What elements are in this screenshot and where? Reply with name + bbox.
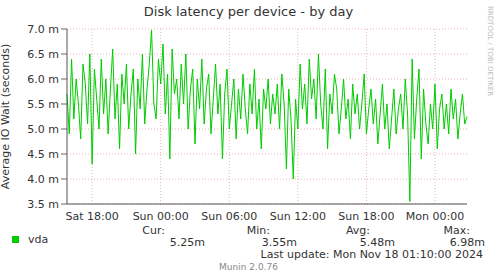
svg-text:5.5 m: 5.5 m xyxy=(27,98,59,111)
html-text:3.55m: 3.55m xyxy=(261,236,297,249)
html-text:Max:: Max: xyxy=(443,224,470,237)
html-text:Munin 2.0.76: Munin 2.0.76 xyxy=(219,262,278,272)
html-text:vda: vda xyxy=(28,233,49,246)
svg-text:Sun 18:00: Sun 18:00 xyxy=(338,210,394,223)
svg-text:Sat 18:00: Sat 18:00 xyxy=(66,210,119,223)
svg-text:Sun 00:00: Sun 00:00 xyxy=(133,210,189,223)
html-text:Disk latency per device - by d: Disk latency per device - by day xyxy=(143,4,354,19)
html-text:6.98m: 6.98m xyxy=(449,236,485,249)
html-text:Cur:: Cur: xyxy=(142,224,165,237)
html-text:Avg:: Avg: xyxy=(345,224,370,237)
svg-text:3.5 m: 3.5 m xyxy=(27,198,59,211)
svg-text:6.0 m: 6.0 m xyxy=(27,73,59,86)
svg-text:5.0 m: 5.0 m xyxy=(27,123,59,136)
html-text:5.48m: 5.48m xyxy=(359,236,395,249)
svg-text:Sun 12:00: Sun 12:00 xyxy=(270,210,326,223)
html-text:Last update: Mon Nov 18 01:10:: Last update: Mon Nov 18 01:10:00 2024 xyxy=(260,248,483,261)
svg-text:4.5 m: 4.5 m xyxy=(27,148,59,161)
html-text:RRDTOOL / TOBI OETIKER: RRDTOOL / TOBI OETIKER xyxy=(486,6,494,97)
svg-text:Average IO Wait (seconds): Average IO Wait (seconds) xyxy=(8,44,12,189)
html-text:5.25m: 5.25m xyxy=(169,236,205,249)
html-text:Min:: Min: xyxy=(246,224,270,237)
svg-text:Mon 00:00: Mon 00:00 xyxy=(406,210,464,223)
svg-text:Sun 06:00: Sun 06:00 xyxy=(201,210,257,223)
svg-text:7.0 m: 7.0 m xyxy=(27,23,59,36)
svg-text:6.5 m: 6.5 m xyxy=(27,48,59,61)
svg-text:4.0 m: 4.0 m xyxy=(27,173,59,186)
